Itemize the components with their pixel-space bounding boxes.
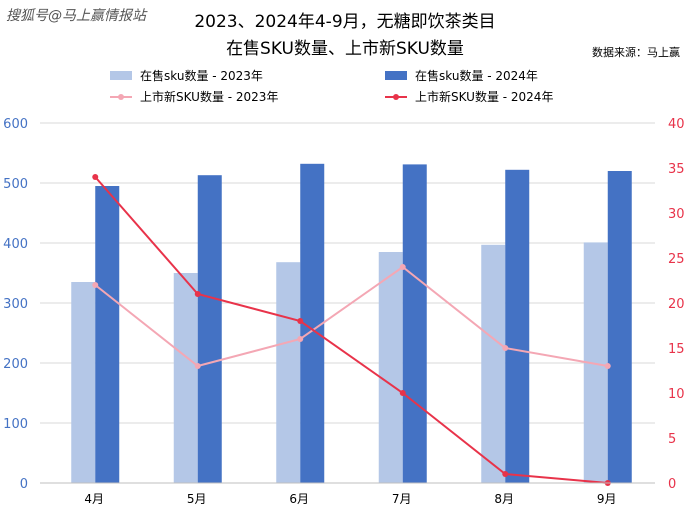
line-point xyxy=(194,291,201,297)
right-tick-label: 10 xyxy=(668,387,685,402)
bar xyxy=(607,171,632,483)
bar xyxy=(173,273,198,483)
legend-marker xyxy=(393,94,399,100)
right-tick-label: 0 xyxy=(668,477,676,492)
right-tick-label: 35 xyxy=(668,162,685,177)
left-tick-label: 400 xyxy=(3,237,28,252)
line-point xyxy=(604,363,611,369)
x-tick-label: 9月 xyxy=(597,492,617,506)
bar xyxy=(71,282,96,483)
bar xyxy=(378,252,403,483)
legend-label: 上市新SKU数量 - 2023年 xyxy=(140,89,278,104)
line-point xyxy=(194,363,201,369)
grid xyxy=(40,122,655,484)
right-tick-label: 40 xyxy=(668,117,685,132)
legend-label: 在售sku数量 - 2023年 xyxy=(140,68,263,83)
bars xyxy=(71,163,632,484)
x-tick-label: 6月 xyxy=(289,492,309,506)
right-tick-label: 5 xyxy=(668,432,676,447)
legend-label: 在售sku数量 - 2024年 xyxy=(415,68,538,83)
line-point xyxy=(502,471,509,477)
left-tick-label: 600 xyxy=(3,117,28,132)
line-point xyxy=(399,390,406,396)
x-tick-label: 4月 xyxy=(84,492,104,506)
left-tick-label: 300 xyxy=(3,297,28,312)
legend-swatch xyxy=(110,71,132,80)
series-line xyxy=(94,176,608,484)
bar xyxy=(481,244,506,483)
line-point xyxy=(297,336,304,342)
lines xyxy=(92,174,611,486)
right-tick-label: 30 xyxy=(668,207,685,222)
bar xyxy=(402,164,427,483)
chart-title-line2: 在售SKU数量、上市新SKU数量 xyxy=(226,39,464,59)
series-line xyxy=(94,265,608,368)
bar xyxy=(95,186,120,483)
line-point xyxy=(297,318,304,324)
left-tick-label: 0 xyxy=(20,477,28,492)
x-tick-label: 7月 xyxy=(392,492,412,506)
left-tick-label: 200 xyxy=(3,357,28,372)
source-note: 数据来源：马上赢 xyxy=(592,45,680,59)
bar xyxy=(276,262,301,483)
watermark: 搜狐号@马上赢情报站 xyxy=(6,8,148,24)
right-tick-label: 20 xyxy=(668,297,685,312)
line-point xyxy=(92,282,99,288)
x-tick-label: 5月 xyxy=(187,492,207,506)
chart-title-line1: 2023、2024年4-9月，无糖即饮茶类目 xyxy=(194,12,495,32)
right-tick-label: 25 xyxy=(668,252,685,267)
x-tick-label: 8月 xyxy=(494,492,514,506)
bar xyxy=(505,169,530,484)
left-tick-label: 100 xyxy=(3,417,28,432)
axes: 0 100 200 300 400 500 600 0 5 10 15 20 25 30 35 40 4月 5月 6… xyxy=(3,117,684,506)
line-point xyxy=(502,345,509,351)
right-tick-label: 15 xyxy=(668,342,685,357)
bar xyxy=(197,175,222,483)
legend-label: 上市新SKU数量 - 2024年 xyxy=(415,89,553,104)
legend-marker xyxy=(118,94,124,100)
line-point xyxy=(399,264,406,270)
legend-swatch xyxy=(385,71,407,80)
left-tick-label: 500 xyxy=(3,177,28,192)
line-point xyxy=(92,174,99,180)
